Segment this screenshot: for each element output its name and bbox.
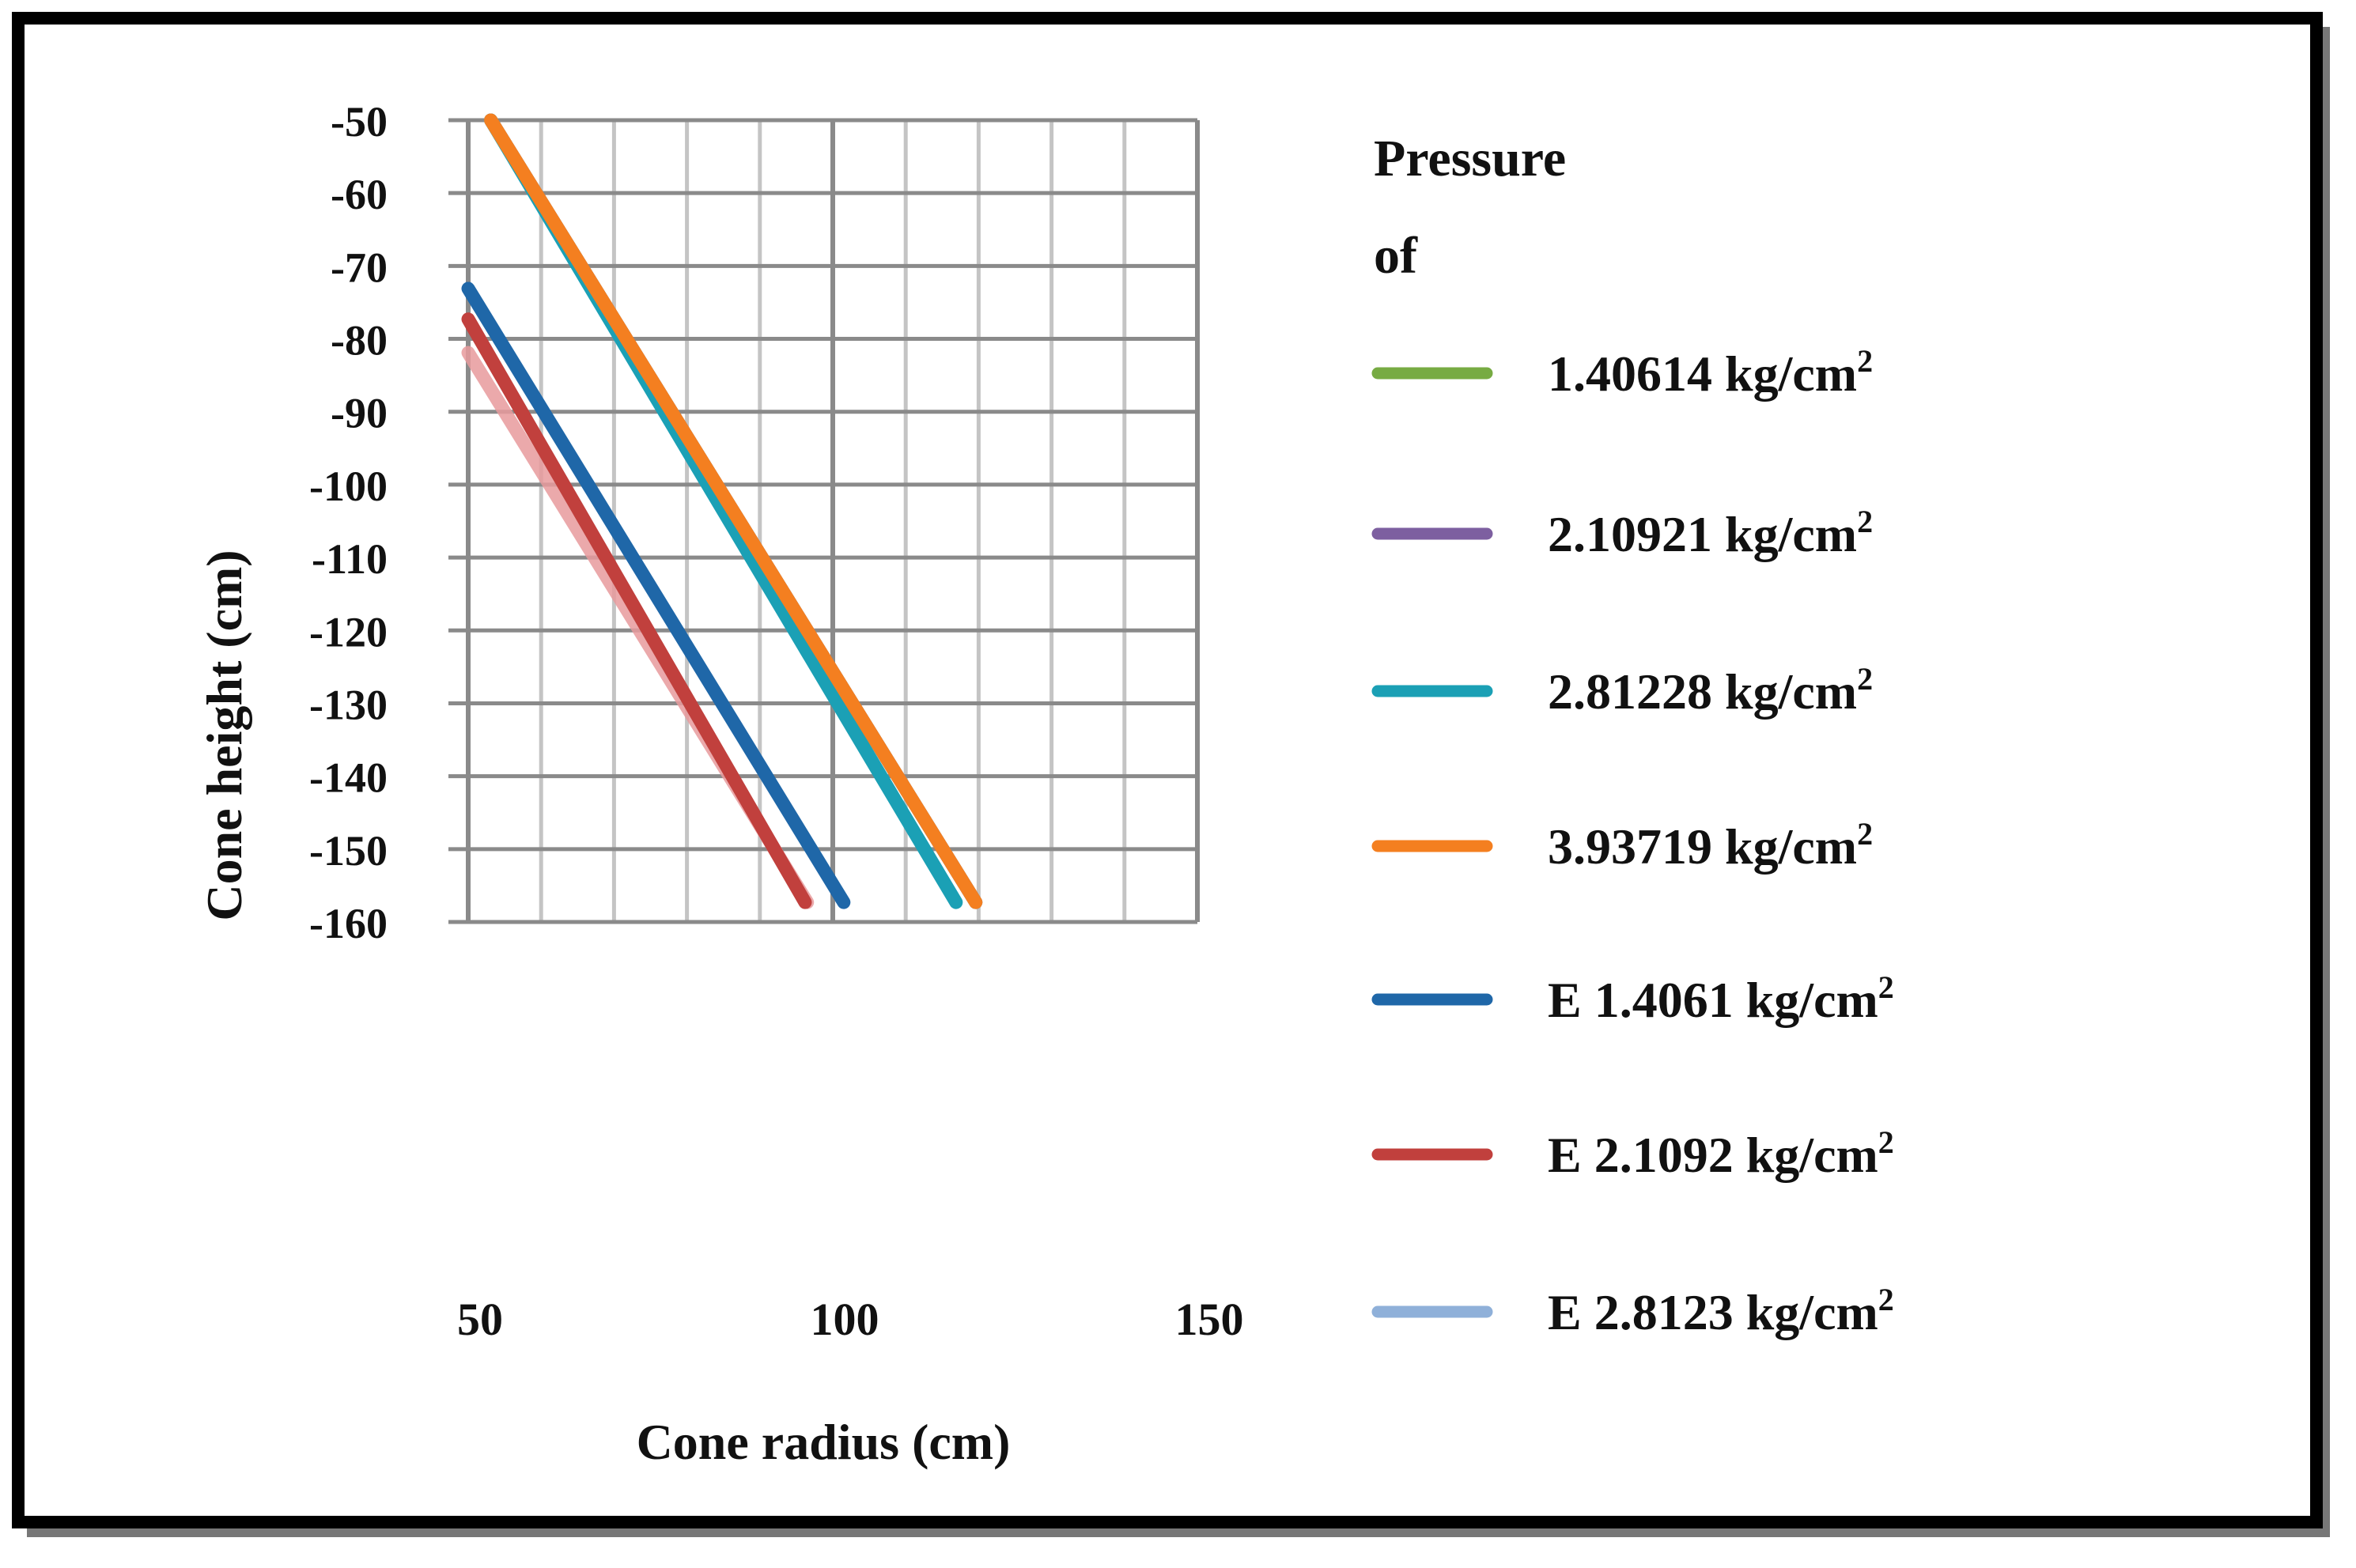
x-axis-title: Cone radius (cm)	[637, 1414, 1011, 1470]
x-tick-label: 50	[457, 1294, 503, 1345]
y-tick-label: -110	[312, 535, 388, 583]
legend-item: 3.93719 kg/cm2	[1371, 816, 1873, 875]
x-tick-label: 100	[811, 1294, 879, 1345]
series-line	[461, 281, 851, 909]
legend-label: E 2.1092 kg/cm2	[1548, 1124, 1894, 1183]
y-axis-title: Cone height (cm)	[196, 550, 252, 920]
series-line	[484, 113, 983, 909]
grid	[448, 118, 1200, 924]
series-lines	[461, 113, 983, 909]
y-tick-label: -50	[331, 98, 388, 145]
legend-label: E 1.4061 kg/cm2	[1548, 969, 1894, 1028]
legend-title-line-2: of	[1374, 227, 1418, 285]
legend-label: 1.40614 kg/cm2	[1548, 343, 1873, 402]
legend-item: 2.81228 kg/cm2	[1371, 661, 1873, 720]
series-line	[461, 312, 812, 909]
legend-title-line-1: Pressure	[1374, 130, 1566, 187]
legend-label: 2.81228 kg/cm2	[1548, 661, 1873, 720]
legend-label: 2.10921 kg/cm2	[1548, 504, 1873, 562]
y-tick-label: -140	[309, 754, 388, 802]
y-tick-label: -150	[309, 827, 388, 875]
y-tick-label: -130	[309, 681, 388, 728]
x-tick-label: 150	[1175, 1294, 1244, 1345]
x-tick-labels: 50 100 150	[457, 1294, 1244, 1345]
y-tick-labels: -50 -60 -70 -80 -90 -100 -110 -120 -130 -140 -150 -…	[309, 98, 388, 947]
legend-item: E 1.4061 kg/cm2	[1371, 969, 1894, 1028]
legend-item: E 2.8123 kg/cm2	[1371, 1282, 1894, 1340]
y-tick-label: -100	[309, 463, 388, 510]
y-tick-label: -90	[331, 390, 388, 437]
y-tick-label: -120	[309, 608, 388, 656]
legend-item: E 2.1092 kg/cm2	[1371, 1124, 1894, 1183]
legend-label: E 2.8123 kg/cm2	[1548, 1282, 1894, 1340]
legend: Pressure of 1.40614 kg/cm2 2.10921 kg/cm2…	[1371, 130, 1894, 1340]
y-tick-label: -70	[331, 244, 388, 291]
y-tick-label: -160	[309, 900, 388, 947]
legend-item: 2.10921 kg/cm2	[1371, 504, 1873, 562]
y-tick-label: -80	[331, 317, 388, 365]
legend-label: 3.93719 kg/cm2	[1548, 816, 1873, 875]
y-tick-label: -60	[331, 171, 388, 218]
legend-item: 1.40614 kg/cm2	[1371, 343, 1873, 402]
frame	[12, 12, 2323, 1528]
